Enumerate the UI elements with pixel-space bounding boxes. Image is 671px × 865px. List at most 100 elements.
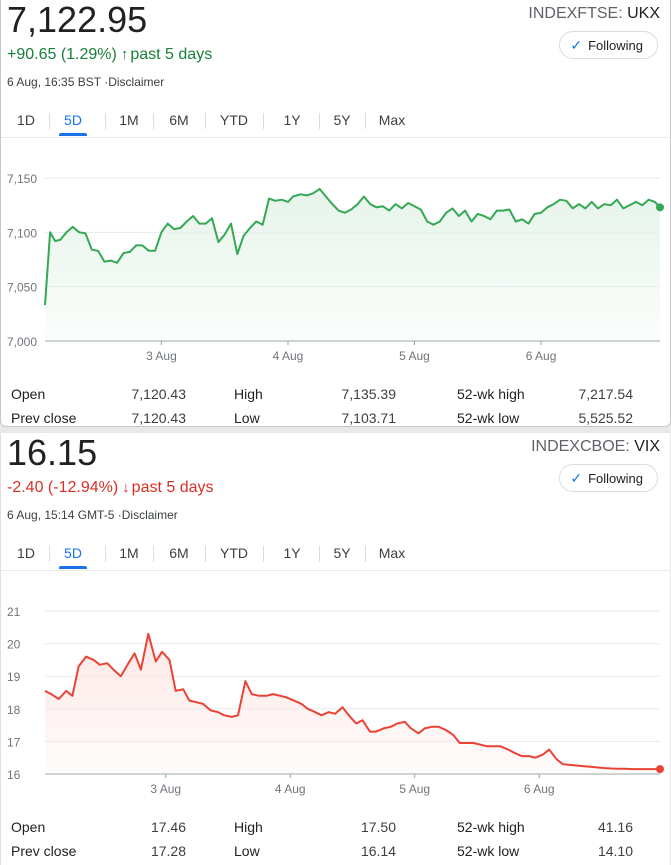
stat-label-wk52-high: 52-wk high [457, 386, 525, 402]
tab-divider [49, 546, 50, 562]
tab-divider [205, 113, 206, 129]
change-period: past 5 days [130, 46, 213, 63]
tab-divider [365, 113, 366, 129]
tab-range-5y[interactable]: 5Y [333, 112, 351, 128]
arrow-up-icon: ↑ [120, 46, 129, 63]
tab-range-1m[interactable]: 1M [119, 112, 139, 128]
stat-value-wk52-high: 41.16 [597, 819, 633, 835]
tab-range-1m[interactable]: 1M [119, 545, 139, 561]
tab-divider [319, 113, 320, 129]
stat-value-prev-close: 7,120.43 [131, 410, 187, 426]
x-tick-label: 5 Aug [399, 349, 430, 363]
checkmark-icon: ✓ [570, 36, 583, 53]
tab-range-max[interactable]: Max [378, 112, 406, 128]
stat-value-high: 17.50 [360, 819, 396, 835]
stat-label-low: Low [234, 410, 260, 426]
tab-range-5d[interactable]: 5D [59, 104, 87, 136]
stat-value-high: 7,135.39 [341, 386, 397, 402]
stat-label-open: Open [11, 819, 46, 835]
price-chart[interactable]: 7,000 7,050 7,100 7,150 3 Aug 4 Aug 5 Aug 6 Aug [1, 150, 670, 372]
stat-value-wk52-high: 7,217.54 [578, 386, 634, 402]
y-tick-label: 18 [7, 703, 21, 717]
change-line: +90.65 (1.29%) ↑ past 5 days [7, 45, 212, 65]
stat-label-wk52-low: 52-wk low [457, 410, 520, 426]
range-tabs: 1D 5D 1M 6M YTD 1Y 5Y Max [1, 104, 670, 138]
y-tick-label: 19 [7, 670, 21, 684]
x-tick-label: 4 Aug [275, 782, 306, 796]
tab-divider [319, 546, 320, 562]
tab-range-1y[interactable]: 1Y [283, 545, 301, 561]
tab-divider [49, 113, 50, 129]
exchange-name: INDEXFTSE: [528, 5, 623, 22]
following-label: Following [588, 37, 643, 53]
arrow-down-icon: ↓ [122, 479, 130, 496]
timestamp: 6 Aug, 15:14 GMT-5 [7, 508, 115, 522]
tabs-divider-line [1, 570, 670, 571]
stat-label-prev-close: Prev close [11, 843, 77, 859]
last-point-marker [656, 203, 664, 212]
tab-range-5d[interactable]: 5D [59, 537, 87, 569]
ukx-quote-panel: 7,122.95 +90.65 (1.29%) ↑ past 5 days 6 Aug,… [0, 0, 671, 427]
y-tick-label: 7,150 [7, 172, 37, 186]
stat-label-prev-close: Prev close [11, 410, 77, 426]
symbol-name: VIX [634, 438, 660, 455]
tab-range-1d[interactable]: 1D [17, 112, 35, 128]
stat-label-high: High [234, 819, 263, 835]
tab-range-1y[interactable]: 1Y [283, 112, 301, 128]
tab-range-1d[interactable]: 1D [17, 545, 35, 561]
stat-value-open: 7,120.43 [131, 386, 187, 402]
range-tabs: 1D 5D 1M 6M YTD 1Y 5Y Max [1, 537, 670, 571]
series-line [44, 632, 660, 771]
y-tick-label: 20 [7, 638, 21, 652]
tab-divider [153, 113, 154, 129]
stat-value-wk52-low: 5,525.52 [578, 410, 634, 426]
series-line [44, 187, 661, 306]
change-value: +90.65 (1.29%) [7, 46, 117, 63]
disclaimer-link[interactable]: Disclaimer [108, 75, 165, 89]
change-period: past 5 days [131, 479, 214, 496]
y-tick-label: 16 [7, 768, 21, 782]
x-tick-label: 3 Aug [146, 349, 177, 363]
stat-label-low: Low [234, 843, 260, 859]
tab-range-ytd[interactable]: YTD [220, 112, 248, 128]
tab-range-5y[interactable]: 5Y [333, 545, 351, 561]
disclaimer-link[interactable]: Disclaimer [121, 508, 178, 522]
timestamp: 6 Aug, 16:35 BST [7, 75, 101, 89]
stat-label-wk52-low: 52-wk low [457, 843, 520, 859]
tab-divider [105, 546, 106, 562]
stat-value-open: 17.46 [150, 819, 186, 835]
tab-divider [365, 546, 366, 562]
price-chart[interactable]: 16 17 18 19 20 21 3 Aug 4 Aug 5 Aug 6 Aug [1, 583, 670, 805]
stat-value-low: 7,103.71 [341, 410, 397, 426]
checkmark-icon: ✓ [570, 469, 583, 486]
stat-value-prev-close: 17.28 [150, 843, 186, 859]
stat-label-open: Open [11, 386, 46, 402]
x-tick-label: 4 Aug [273, 349, 304, 363]
y-tick-label: 17 [7, 735, 21, 749]
following-button[interactable]: ✓ Following [559, 31, 658, 59]
timestamp-line: 6 Aug, 16:35 BST ·Disclaimer [7, 75, 164, 89]
following-button[interactable]: ✓ Following [559, 464, 658, 492]
x-tick-label: 6 Aug [524, 782, 555, 796]
price-value: 16.15 [7, 433, 98, 473]
stat-label-wk52-high: 52-wk high [457, 819, 525, 835]
tab-range-6m[interactable]: 6M [169, 545, 189, 561]
tab-range-ytd[interactable]: YTD [220, 545, 248, 561]
y-tick-label: 21 [7, 605, 21, 619]
symbol-name: UKX [627, 5, 660, 22]
x-tick-label: 3 Aug [150, 782, 181, 796]
vix-quote-panel: 16.15 -2.40 (-12.94%) ↓ past 5 days 6 Aug, 1… [0, 433, 670, 865]
y-tick-label: 7,100 [7, 226, 37, 240]
x-tick-label: 5 Aug [399, 782, 430, 796]
tab-range-6m[interactable]: 6M [169, 112, 189, 128]
tab-range-max[interactable]: Max [378, 545, 406, 561]
change-line: -2.40 (-12.94%) ↓ past 5 days [7, 478, 214, 498]
ticker-symbol: INDEXCBOE: VIX [531, 438, 660, 456]
tab-divider [153, 546, 154, 562]
timestamp-line: 6 Aug, 15:14 GMT-5 ·Disclaimer [7, 508, 178, 522]
stat-value-wk52-low: 14.10 [597, 843, 633, 859]
separator-dot: · [114, 508, 122, 522]
tab-divider [263, 113, 264, 129]
x-tick-label: 6 Aug [526, 349, 557, 363]
y-tick-label: 7,050 [7, 281, 37, 295]
